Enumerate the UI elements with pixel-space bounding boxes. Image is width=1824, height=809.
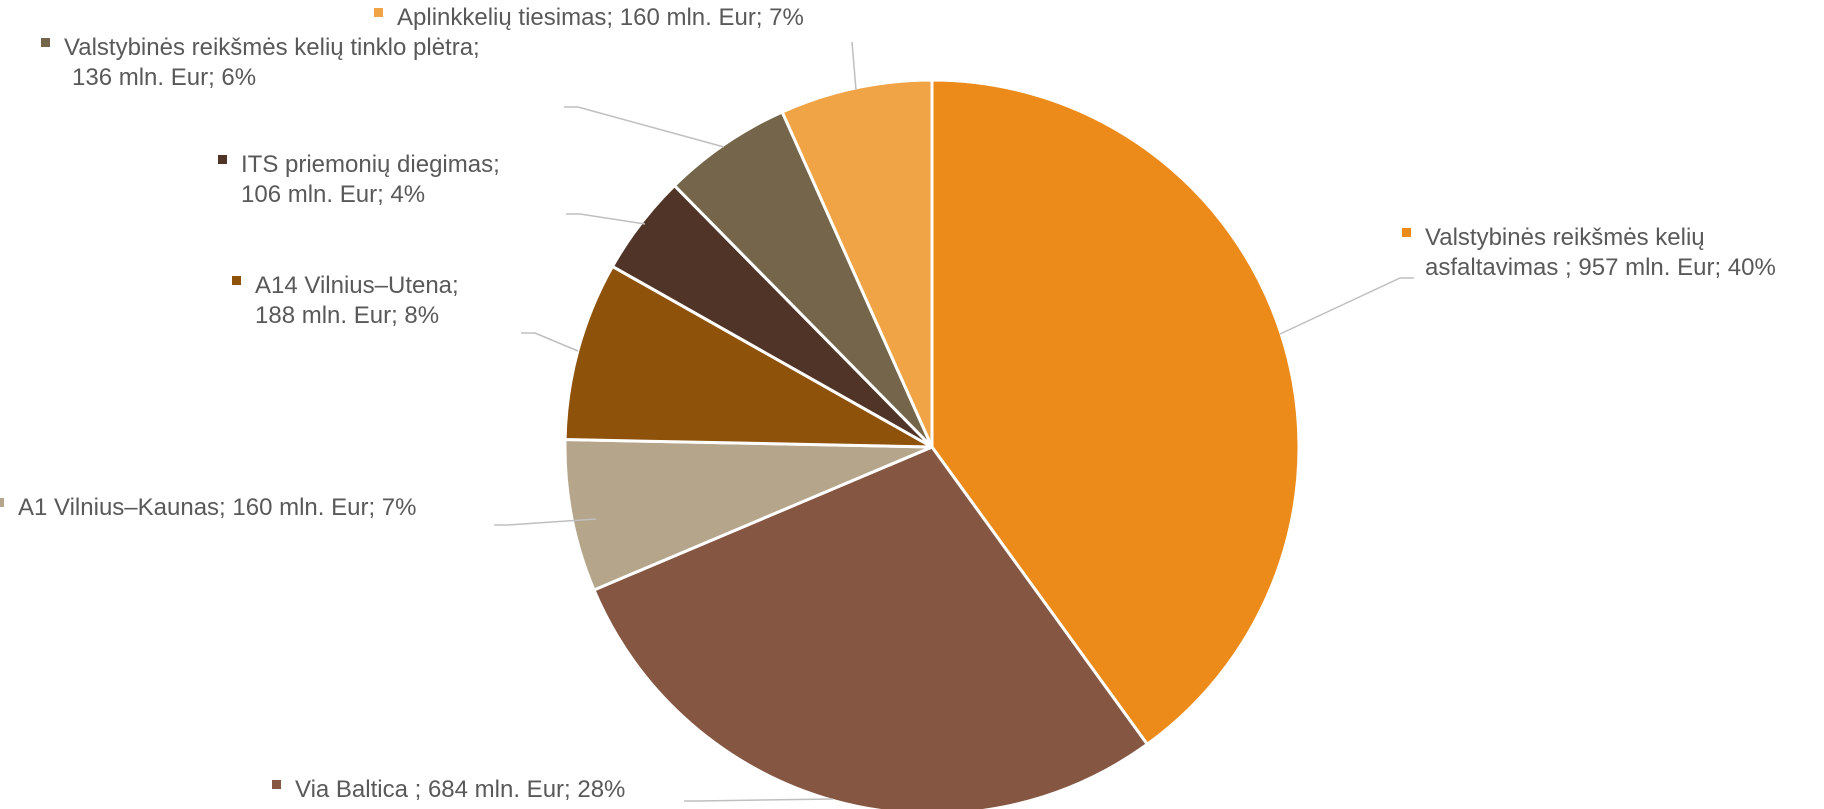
data-labels: Valstybinės reikšmės kelių asfaltavimas ;… [0,4,1776,803]
data-label-line: 106 mln. Eur; 4% [241,181,425,208]
leader-line [684,798,834,802]
data-label-line: Via Baltica ; 684 mln. Eur; 28% [295,776,625,803]
leader-line [564,106,725,148]
data-label: ITS priemonių diegimas; 106 mln. Eur; 4% [241,151,500,208]
data-label: A1 Vilnius–Kaunas; 160 mln. Eur; 7% [18,494,416,521]
data-label-line: Aplinkkelių tiesimas; 160 mln. Eur; 7% [397,4,804,31]
leader-line [521,332,579,352]
data-label: A14 Vilnius–Utena; 188 mln. Eur; 8% [255,272,459,329]
data-label: Aplinkkelių tiesimas; 160 mln. Eur; 7% [397,4,804,31]
data-label-line: Valstybinės reikšmės kelių tinklo plėtra… [64,34,480,61]
leader-line [1279,277,1414,335]
pie-slices [563,78,1301,809]
pie-slice [592,445,1149,809]
legend-key-icon [272,780,281,789]
data-label-line: A1 Vilnius–Kaunas; 160 mln. Eur; 7% [18,494,416,521]
pie-slice [563,264,934,449]
leader-line [566,213,646,225]
data-label-line: ITS priemonių diegimas; [241,151,500,178]
legend-key-icon [1402,228,1411,237]
data-label-line: asfaltavimas ; 957 mln. Eur; 40% [1425,254,1776,281]
data-label: Valstybinės reikšmės kelių tinklo plėtra… [64,34,480,91]
data-label: Valstybinės reikšmės kelių asfaltavimas ;… [1425,224,1776,281]
pie-slice [672,110,934,449]
legend-key-icon [41,38,50,47]
leader-lines [494,41,1414,802]
legend-key-icon [0,498,4,507]
data-label-line: 136 mln. Eur; 6% [72,64,256,91]
data-label-line: Valstybinės reikšmės kelių [1425,224,1705,251]
data-label-line: A14 Vilnius–Utena; [255,272,459,299]
data-label-line: 188 mln. Eur; 8% [255,302,439,329]
leader-line [494,518,597,526]
legend-key-icon [218,155,227,164]
data-label: Via Baltica ; 684 mln. Eur; 28% [295,776,625,803]
leader-line [851,41,857,91]
pie-slice [563,438,934,592]
legend-key-icon [374,8,383,17]
legend-key-icon [232,276,241,285]
